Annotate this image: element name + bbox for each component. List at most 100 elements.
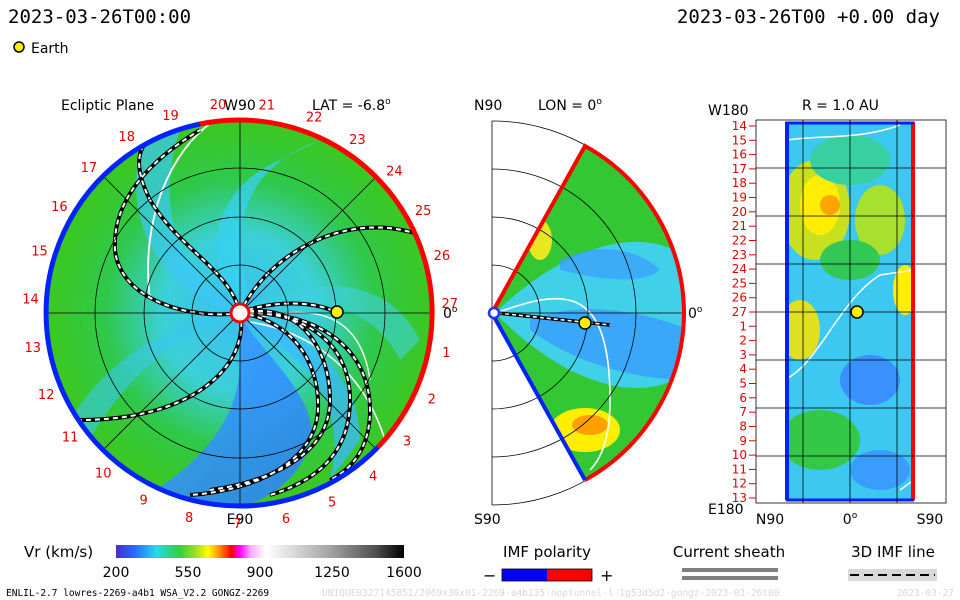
- radial-bottom-left-label: E180: [708, 502, 744, 518]
- ecliptic-sector-number: 9: [139, 494, 147, 509]
- ecliptic-top-label: W90: [224, 98, 256, 114]
- ecliptic-sector-number: 10: [95, 466, 112, 481]
- radial-y-label: 6: [739, 391, 747, 405]
- footer-left: ENLIL-2.7 lowres-2269-a4b1 WSA_V2.2 GONG…: [6, 588, 269, 599]
- imf-positive-swatch: [547, 569, 592, 581]
- ecliptic-panel: Ecliptic Plane LAT = -6.8o W90 E90 0o 20…: [22, 97, 458, 532]
- radial-y-label: 26: [732, 291, 747, 305]
- radial-y-label: 14: [732, 119, 747, 133]
- current-sheath-swatch: [682, 568, 778, 572]
- ecliptic-sector-number: 20: [210, 98, 227, 113]
- meridional-top-label: N90: [474, 98, 502, 114]
- earth-marker-radial: [850, 305, 864, 319]
- earth-legend-label: Earth: [31, 41, 69, 57]
- meridional-lon: LON = 0o: [538, 97, 602, 114]
- ecliptic-lat: LAT = -6.8o: [312, 97, 391, 114]
- radial-panel: W180 R = 1.0 AU E180 N90 0o S90 1415161718…: [708, 98, 947, 528]
- imf-line-title: 3D IMF line: [851, 543, 935, 561]
- radial-y-label: 19: [732, 191, 747, 205]
- radial-y-label: 21: [732, 219, 747, 233]
- colorbar-tick-label: 900: [247, 565, 274, 581]
- radial-y-label: 16: [732, 148, 747, 162]
- ecliptic-sector-number: 21: [259, 99, 276, 114]
- radial-y-label: 18: [732, 176, 747, 190]
- radial-y-label: 10: [732, 448, 747, 462]
- radial-x-label: S90: [917, 512, 944, 528]
- datetime-left: 2023-03-26T00:00: [8, 6, 191, 28]
- footer-right: 2023-03-27: [897, 588, 954, 599]
- ecliptic-sector-number: 12: [38, 388, 55, 403]
- ecliptic-sector-number: 13: [25, 341, 42, 356]
- radial-y-label: 25: [732, 276, 747, 290]
- meridional-rim-blue: [490, 312, 587, 481]
- ecliptic-sector-number: 15: [31, 244, 48, 259]
- ecliptic-sector-number: 25: [415, 204, 432, 219]
- radial-y-label: 7: [739, 405, 747, 419]
- imf-minus: −: [483, 566, 496, 585]
- ecliptic-sector-number: 4: [369, 469, 377, 484]
- ecliptic-sector-number: 5: [328, 496, 336, 511]
- radial-y-label: 9: [739, 434, 747, 448]
- radial-y-label: 3: [739, 348, 747, 362]
- radial-y-label: 13: [732, 491, 747, 505]
- earth-legend-icon: [13, 41, 25, 53]
- ecliptic-sector-number: 1: [442, 346, 450, 361]
- radial-y-label: 23: [732, 248, 747, 262]
- ecliptic-sector-number: 23: [349, 133, 366, 148]
- radial-y-labels: 1415161718192021222324252627123456789101…: [732, 119, 756, 505]
- ecliptic-rim-red: [199, 117, 435, 449]
- earth-marker-ecliptic: [330, 305, 344, 319]
- ecliptic-title: Ecliptic Plane: [61, 98, 154, 114]
- radial-grid: [755, 119, 947, 504]
- ecliptic-right-label: 0o: [443, 305, 458, 322]
- ecliptic-sector-number: 16: [51, 200, 68, 215]
- ecliptic-sector-number: 6: [282, 512, 290, 527]
- radial-y-label: 24: [732, 262, 747, 276]
- radial-y-label: 20: [732, 205, 747, 219]
- colorbar-label: Vr (km/s): [24, 543, 93, 561]
- radial-y-label: 2: [739, 334, 747, 348]
- radial-y-label: 22: [732, 234, 747, 248]
- colorbar-tick-label: 550: [175, 565, 202, 581]
- radial-y-label: 17: [732, 162, 747, 176]
- meridional-right-label: 0o: [688, 305, 703, 322]
- ecliptic-sector-number: 19: [162, 109, 179, 124]
- footer-center: UNIQUE0327145851/2069x30x01-2269-a4b135-…: [322, 588, 780, 599]
- colorbar: [116, 545, 404, 558]
- radial-title: R = 1.0 AU: [802, 98, 879, 114]
- radial-x-labels: N90 0o S90: [756, 511, 944, 528]
- radial-y-label: 4: [739, 362, 747, 376]
- ecliptic-sector-number: 22: [306, 111, 323, 126]
- radial-y-label: 27: [732, 305, 747, 319]
- imf-negative-swatch: [502, 569, 547, 581]
- radial-y-label: 15: [732, 133, 747, 147]
- colorbar-ticks: 200 550 900 1250 1600: [103, 565, 422, 581]
- meridional-panel: N90 LON = 0o S90 0o: [474, 97, 703, 528]
- ecliptic-rim-blue: [43, 121, 380, 509]
- meridional-bottom-label: S90: [474, 512, 501, 528]
- sun-marker: [229, 302, 251, 324]
- radial-x-label: N90: [756, 512, 784, 528]
- ecliptic-sector-number: 14: [22, 292, 39, 307]
- ecliptic-sector-number: 27: [442, 297, 459, 312]
- ecliptic-sector-number: 2: [428, 392, 436, 407]
- earth-marker-meridional: [578, 316, 592, 330]
- radial-y-label: 5: [739, 377, 747, 391]
- ecliptic-sector-numbers: 20 21222324252627123456789101112131415161…: [22, 98, 458, 532]
- ecliptic-bottom-label: E90: [227, 512, 254, 528]
- imf-polarity-title: IMF polarity: [503, 543, 591, 561]
- colorbar-tick-label: 1250: [314, 565, 350, 581]
- radial-y-label: 11: [732, 462, 747, 476]
- radial-top-left-label: W180: [708, 103, 749, 119]
- ecliptic-sector-number: 3: [403, 434, 411, 449]
- radial-y-label: 1: [739, 319, 747, 333]
- ecliptic-sector-number: 11: [62, 430, 79, 445]
- colorbar-tick-label: 1600: [386, 565, 422, 581]
- meridional-rim-red: [490, 143, 686, 314]
- current-sheath-title: Current sheath: [673, 543, 785, 561]
- imf-plus: +: [600, 566, 613, 585]
- ecliptic-sector-number: 24: [386, 165, 403, 180]
- meridional-rim-red-lower: [584, 312, 686, 482]
- ecliptic-sector-number: 18: [118, 130, 135, 145]
